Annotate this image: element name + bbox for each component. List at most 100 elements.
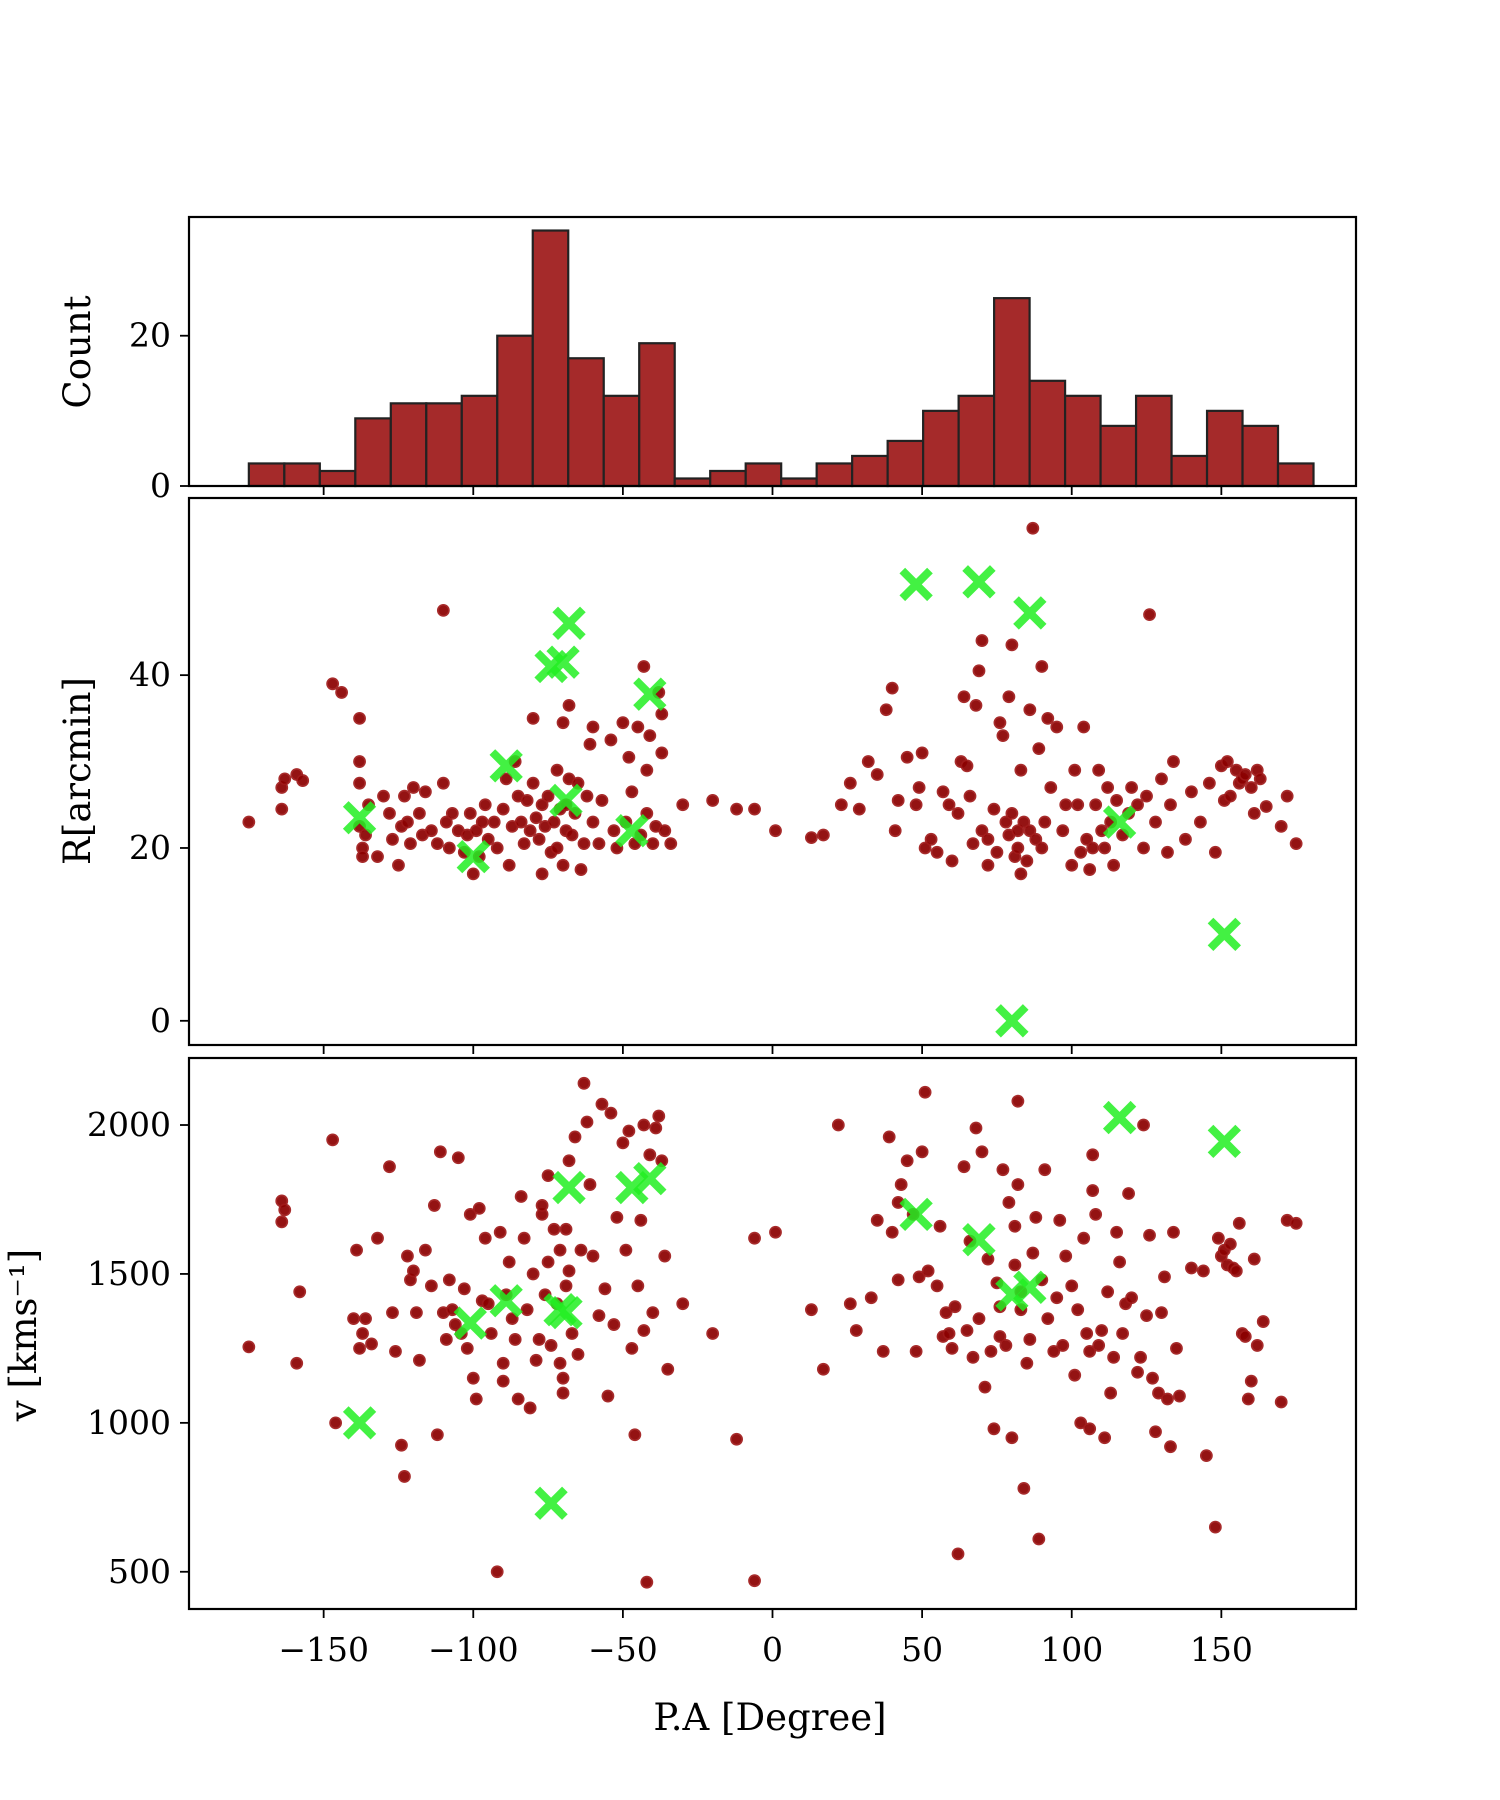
- data-point: [894, 1178, 908, 1191]
- data-point: [1044, 781, 1058, 794]
- data-point: [1149, 815, 1162, 829]
- y-tick-label: 1000: [87, 1403, 171, 1442]
- data-point: [1092, 763, 1106, 777]
- data-point: [1238, 1330, 1252, 1343]
- histogram-bar: [886, 439, 925, 488]
- data-point: [909, 1344, 923, 1358]
- data-point: [1005, 807, 1019, 820]
- data-point: [748, 1231, 761, 1245]
- data-point: [876, 1344, 890, 1358]
- histogram-bar: [354, 417, 392, 488]
- data-point: [1089, 1207, 1103, 1221]
- data-point: [1244, 1374, 1258, 1388]
- data-point: [1256, 1315, 1270, 1328]
- histogram-bar: [1063, 394, 1102, 488]
- data-point: [514, 815, 528, 829]
- data-point: [395, 1438, 408, 1452]
- data-point: [1014, 763, 1028, 777]
- data-point: [439, 815, 453, 829]
- radius-markers: [342, 565, 1241, 1038]
- highlight-marker: [453, 1306, 487, 1340]
- data-point: [571, 1347, 585, 1361]
- data-point: [1047, 1344, 1061, 1358]
- highlight-marker: [543, 1293, 577, 1327]
- data-point: [526, 1267, 540, 1281]
- data-point: [984, 1344, 998, 1358]
- data-point: [401, 815, 414, 829]
- data-point: [730, 802, 743, 816]
- data-point: [1131, 798, 1144, 812]
- data-point: [1068, 763, 1082, 777]
- data-point: [924, 832, 938, 846]
- data-point: [541, 1255, 555, 1269]
- data-point: [278, 1203, 292, 1217]
- data-point: [891, 794, 905, 807]
- data-point: [915, 746, 929, 760]
- data-point: [1029, 1210, 1043, 1224]
- data-point: [535, 867, 549, 881]
- data-point: [481, 1297, 495, 1311]
- data-point: [487, 815, 501, 829]
- data-point: [1080, 1327, 1094, 1340]
- data-point: [1083, 863, 1097, 876]
- histogram-bar: [673, 477, 712, 488]
- data-point: [643, 729, 657, 743]
- data-point: [1107, 858, 1121, 872]
- data-point: [1229, 1264, 1243, 1278]
- data-point: [885, 1225, 899, 1239]
- data-point: [278, 772, 292, 786]
- data-point: [1050, 720, 1064, 734]
- data-point: [1146, 1371, 1159, 1385]
- data-point: [816, 828, 830, 842]
- data-point: [356, 850, 369, 864]
- data-point: [523, 824, 537, 838]
- highlight-marker: [995, 1004, 1029, 1038]
- data-point: [1086, 841, 1100, 855]
- data-point: [912, 781, 926, 794]
- data-point: [625, 785, 639, 799]
- highlight-marker: [899, 1197, 933, 1232]
- data-point: [975, 634, 989, 647]
- radius-y-ticks: 0 20 40: [129, 655, 189, 1040]
- data-point: [1125, 781, 1138, 794]
- histogram-bar: [425, 402, 463, 488]
- data-point: [1250, 1339, 1264, 1352]
- data-point: [490, 841, 504, 855]
- data-point: [1056, 1339, 1070, 1352]
- histogram-bars: [247, 229, 1315, 488]
- data-point: [353, 1341, 366, 1355]
- data-point: [547, 815, 561, 829]
- radius-y-label: R[arcmin]: [56, 677, 99, 865]
- data-point: [706, 794, 720, 807]
- x-tick-label: −150: [278, 1630, 369, 1669]
- velocity-panel: 500 1000 1500 2000 −150 −100 −50 0 50 100 150 v […: [2, 1056, 1358, 1669]
- histogram-panel: 0 20 Count: [56, 215, 1358, 505]
- data-point: [386, 832, 399, 846]
- data-point: [1179, 832, 1192, 846]
- data-point: [445, 807, 459, 820]
- data-point: [1199, 1449, 1213, 1463]
- data-point: [296, 774, 310, 787]
- data-point: [553, 1356, 567, 1370]
- data-point: [661, 1362, 675, 1376]
- y-tick-label: 1500: [87, 1254, 171, 1293]
- data-point: [586, 720, 600, 734]
- data-point: [966, 1350, 980, 1364]
- data-point: [580, 1115, 594, 1129]
- data-point: [1071, 798, 1085, 812]
- data-point: [514, 1190, 528, 1203]
- data-point: [1035, 841, 1049, 855]
- histogram-bar: [638, 342, 676, 488]
- data-point: [1131, 1365, 1144, 1379]
- data-point: [1032, 1532, 1046, 1546]
- data-point: [1098, 841, 1112, 855]
- data-point: [936, 785, 950, 799]
- data-point: [957, 1160, 971, 1174]
- data-point: [834, 798, 848, 812]
- data-point: [484, 1327, 498, 1340]
- data-point: [478, 1231, 492, 1245]
- data-point: [631, 720, 645, 734]
- data-point: [1152, 1386, 1165, 1400]
- data-point: [655, 746, 669, 760]
